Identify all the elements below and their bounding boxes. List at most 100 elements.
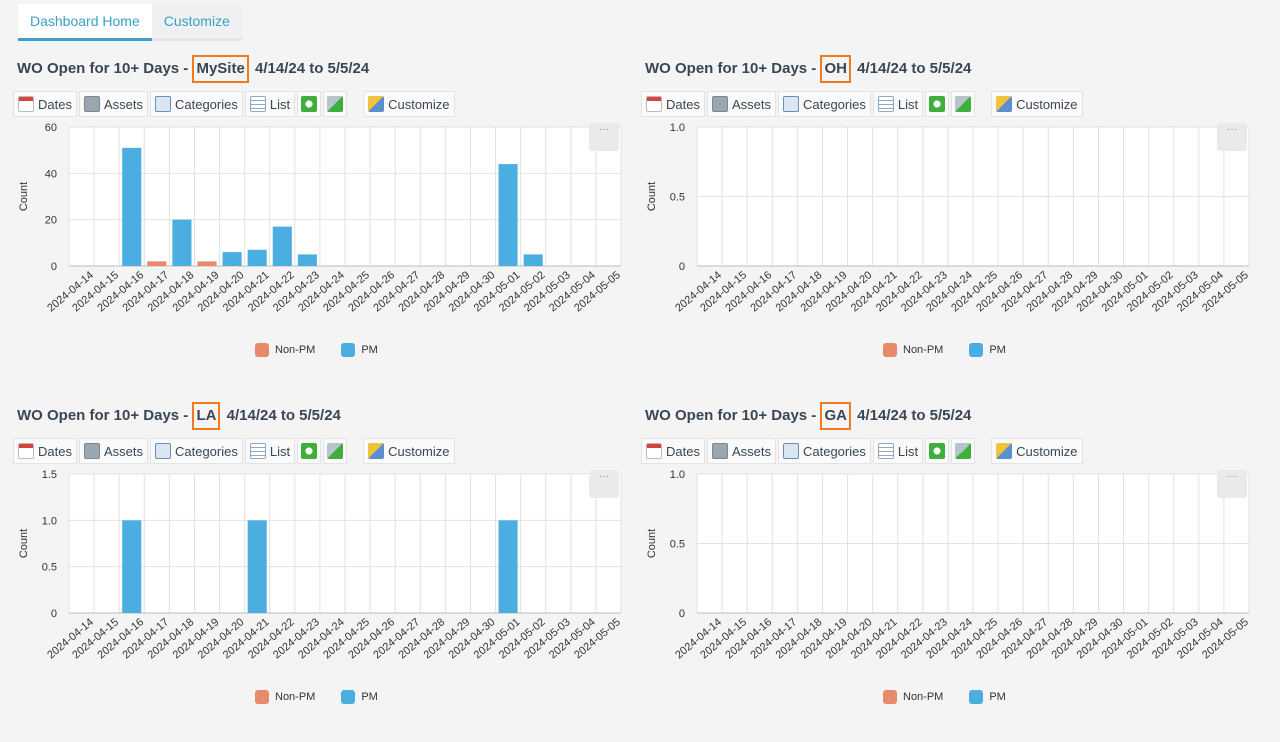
refresh-button[interactable] [323,91,348,117]
widget-title: WO Open for 10+ Days - MySite 4/14/24 to… [17,55,369,83]
bar-pm-2024-05-01 [498,520,518,613]
customize-button[interactable]: Customize [991,438,1083,464]
categories-icon [782,443,799,459]
expand-button[interactable] [925,438,950,464]
widget-title-prefix: WO Open for 10+ Days - [645,60,821,77]
tab-dashboard-home[interactable]: Dashboard Home [18,4,152,41]
legend-swatch-pm [969,343,984,357]
categories-icon [154,96,171,112]
expand-button[interactable] [297,91,322,117]
assets-button[interactable]: Assets [78,91,148,117]
widget-toolbar: Dates Assets Categories List Customize [13,91,455,117]
assets-button[interactable]: Assets [706,438,776,464]
customize-icon [368,443,385,459]
widget-title: WO Open for 10+ Days - GA 4/14/24 to 5/5… [645,402,971,430]
refresh-button[interactable] [951,91,976,117]
list-button[interactable]: List [872,438,924,464]
customize-icon [368,96,385,112]
list-label: List [897,96,919,112]
widget-ga: WO Open for 10+ Days - GA 4/14/24 to 5/5… [641,402,1265,742]
customize-label: Customize [388,443,450,459]
refresh-button[interactable] [951,438,976,464]
categories-button[interactable]: Categories [149,91,243,117]
customize-label: Customize [1016,96,1078,112]
list-button[interactable]: List [244,438,296,464]
customize-button[interactable]: Customize [363,438,455,464]
assets-button[interactable]: Assets [706,91,776,117]
customize-label: Customize [1016,443,1078,459]
customize-button[interactable]: Customize [991,91,1083,117]
widget-site-name: OH [820,55,851,83]
assets-icon [711,96,728,112]
legend-item-pm[interactable]: PM [969,343,1006,357]
legend-swatch-non-pm [255,343,269,357]
legend-swatch-non-pm [255,690,269,704]
bar-pm-2024-05-01 [498,164,518,266]
expand-button[interactable] [925,91,950,117]
dates-button[interactable]: Dates [641,91,705,117]
chart-svg: 00.51.01.5Count2024-04-142024-04-152024-… [18,469,623,661]
widget-date-range: 4/14/24 to 5/5/24 [852,60,972,77]
categories-button[interactable]: Categories [149,438,243,464]
legend-label-non-pm: Non-PM [275,344,316,356]
bar-pm-2024-04-21 [247,249,267,266]
toolbar-spacer [349,438,361,462]
legend-item-pm[interactable]: PM [341,690,378,704]
y-axis-label: Count [18,529,30,558]
categories-button[interactable]: Categories [777,438,871,464]
legend-swatch-non-pm [883,690,897,704]
bar-pm-2024-04-16 [122,147,142,266]
expand-button[interactable] [297,438,322,464]
calendar-icon [18,96,34,112]
chart-legend: Non-PM PM [883,343,1006,357]
legend-item-non-pm[interactable]: Non-PM [883,690,943,704]
chart-menu-button[interactable]: ··· [589,470,619,498]
dates-button[interactable]: Dates [13,91,77,117]
legend-item-pm[interactable]: PM [969,690,1006,704]
y-tick-label: 0.5 [42,562,57,574]
assets-icon [83,96,100,112]
chart-menu-button[interactable]: ··· [589,123,619,151]
widget-title-prefix: WO Open for 10+ Days - [17,60,193,77]
list-button[interactable]: List [244,91,296,117]
legend-item-non-pm[interactable]: Non-PM [255,343,315,357]
widget-site-name: LA [192,402,221,430]
legend-swatch-pm [341,343,356,357]
dates-button[interactable]: Dates [641,438,705,464]
legend-item-non-pm[interactable]: Non-PM [883,343,943,357]
y-tick-label: 0 [679,261,685,273]
widget-site-name: GA [820,402,851,430]
legend-label-non-pm: Non-PM [275,691,316,703]
categories-icon [154,443,171,459]
assets-label: Assets [103,443,143,459]
chart-svg: 00.51.0Count2024-04-142024-04-152024-04-… [646,122,1251,314]
y-axis-label: Count [646,529,658,558]
y-tick-label: 40 [45,168,57,180]
y-tick-label: 1.0 [670,469,685,481]
widget-title: WO Open for 10+ Days - OH 4/14/24 to 5/5… [645,55,971,83]
tab-customize[interactable]: Customize [151,4,242,41]
bar-pm-2024-04-16 [122,520,142,613]
y-tick-label: 60 [45,122,57,134]
refresh-button[interactable] [323,438,348,464]
customize-icon [996,443,1013,459]
refresh-icon [955,443,972,459]
toolbar-spacer [349,91,361,115]
assets-button[interactable]: Assets [78,438,148,464]
legend-swatch-pm [341,690,356,704]
calendar-icon [18,443,34,459]
y-axis-label: Count [646,182,658,211]
legend-item-non-pm[interactable]: Non-PM [255,690,315,704]
assets-icon [711,443,728,459]
dates-button[interactable]: Dates [13,438,77,464]
refresh-icon [327,443,344,459]
list-button[interactable]: List [872,91,924,117]
list-icon [877,96,894,112]
chart-legend: Non-PM PM [255,690,378,704]
customize-button[interactable]: Customize [363,91,455,117]
chart-menu-button[interactable]: ··· [1217,470,1247,498]
categories-button[interactable]: Categories [777,91,871,117]
legend-item-pm[interactable]: PM [341,343,378,357]
bar-pm-2024-04-21 [247,520,267,613]
chart-menu-button[interactable]: ··· [1217,123,1247,151]
